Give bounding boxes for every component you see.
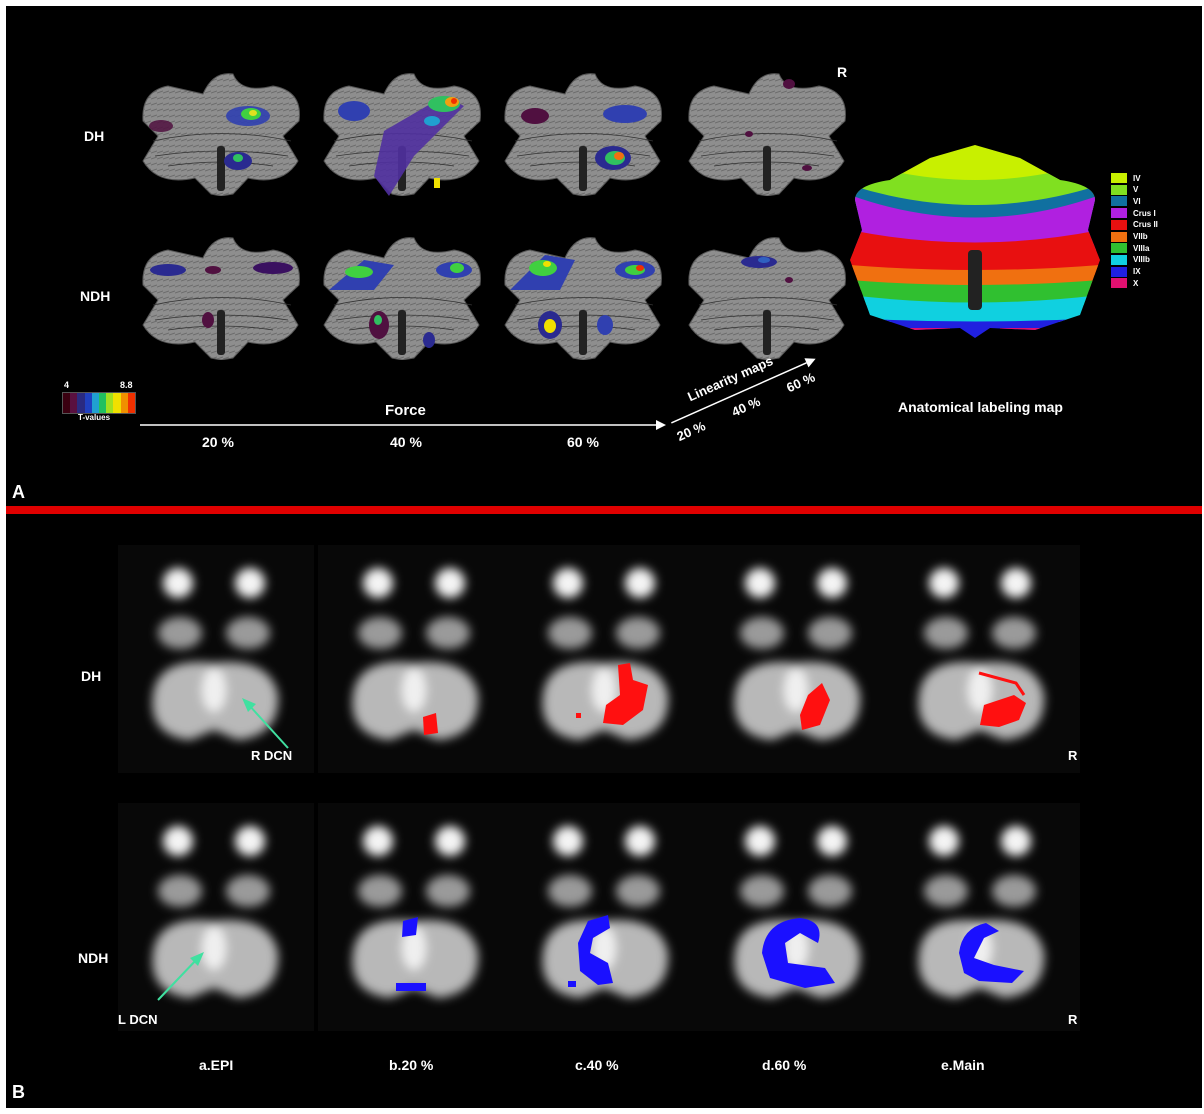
row-label-ndh-b: NDH <box>78 950 109 966</box>
legend-swatch <box>1111 254 1127 265</box>
col-label-epi: a.EPI <box>199 1057 234 1073</box>
colorbar-segment <box>99 393 107 413</box>
legend-swatch <box>1111 278 1127 289</box>
right-marker-b-dh: R <box>1068 748 1078 763</box>
flatmap-dh-linearity <box>688 73 846 196</box>
annotation-l-dcn: L DCN <box>118 1012 158 1027</box>
legend-label: V <box>1133 185 1139 195</box>
legend-swatch <box>1111 196 1127 207</box>
colorbar-segment <box>106 393 114 413</box>
legend-label: VIIIa <box>1133 243 1150 253</box>
linearity-group: Linearity maps 20 % 40 % 60 % <box>662 336 837 465</box>
flatmap-ndh-40 <box>323 237 481 360</box>
colorbar-min: 4 <box>64 380 70 390</box>
colorbar-segment <box>120 393 128 413</box>
row-label-dh-b: DH <box>81 668 102 684</box>
arrow-l-dcn <box>157 952 204 1001</box>
flatmap-ndh-20 <box>142 237 300 360</box>
slice-ndh-20 <box>318 803 514 1031</box>
legend-label: VI <box>1133 196 1141 206</box>
colorbar <box>62 392 136 414</box>
flatmap-dh-40 <box>323 73 481 196</box>
force-tick-60: 60 % <box>567 434 599 450</box>
colorbar-segment <box>91 393 100 413</box>
atlas-title: Anatomical labeling map <box>898 399 1063 415</box>
anatomical-atlas <box>850 145 1100 338</box>
colorbar-segment <box>113 393 121 413</box>
flatmap-dh-20 <box>142 73 300 196</box>
force-label: Force <box>385 402 426 419</box>
legend-swatch <box>1111 173 1127 183</box>
legend-swatch <box>1111 266 1127 277</box>
flatmap-dh-60 <box>504 73 662 196</box>
colorbar-max: 8.8 <box>120 380 133 390</box>
panel-letter-b: B <box>12 1082 25 1102</box>
slice-ndh-40 <box>508 803 704 1031</box>
legend-swatch <box>1111 219 1127 230</box>
panel-divider <box>6 506 1202 514</box>
annotation-r-dcn: R DCN <box>251 748 293 763</box>
right-marker-b-ndh: R <box>1068 1012 1078 1027</box>
colorbar-segment <box>70 393 78 413</box>
legend-label: VIIIb <box>1133 255 1150 265</box>
colorbar-segment <box>84 393 92 413</box>
panel-letter-a: A <box>12 482 25 502</box>
slice-dh-main <box>884 545 1080 773</box>
legend-label: IV <box>1133 173 1141 183</box>
slice-ndh-main <box>884 803 1080 1031</box>
right-marker-a: R <box>837 64 848 80</box>
legend-swatch <box>1111 231 1127 242</box>
legend-label: VIIb <box>1133 232 1148 241</box>
slice-dh-60 <box>700 545 896 773</box>
row-label-ndh-a: NDH <box>80 288 111 304</box>
arrow-r-dcn <box>242 698 289 749</box>
legend-label: IX <box>1133 267 1141 277</box>
flatmap-ndh-60 <box>504 237 662 360</box>
slice-dh-20 <box>318 545 514 773</box>
col-label-20: b.20 % <box>389 1057 434 1073</box>
slice-ndh-60 <box>700 803 896 1031</box>
slice-ndh-epi <box>118 803 314 1031</box>
colorbar-segment <box>77 393 85 413</box>
legend-label: X <box>1133 278 1139 288</box>
force-tick-40: 40 % <box>390 434 422 450</box>
legend-label: Crus II <box>1133 220 1158 230</box>
legend-swatch <box>1111 208 1127 219</box>
col-label-60: d.60 % <box>762 1057 807 1073</box>
legend-label: Crus I <box>1133 208 1156 218</box>
colorbar-title: T-values <box>78 413 111 422</box>
force-arrow <box>140 420 666 430</box>
col-label-40: c.40 % <box>575 1057 619 1073</box>
legend-swatch <box>1111 243 1127 254</box>
row-label-dh-a: DH <box>84 128 105 144</box>
col-label-main: e.Main <box>941 1057 985 1073</box>
legend-swatch <box>1111 184 1127 195</box>
colorbar-segment <box>127 393 136 413</box>
flatmap-ndh-linearity <box>688 237 846 360</box>
colorbar-segment <box>63 393 71 413</box>
force-tick-20: 20 % <box>202 434 234 450</box>
slice-dh-40 <box>508 545 704 773</box>
